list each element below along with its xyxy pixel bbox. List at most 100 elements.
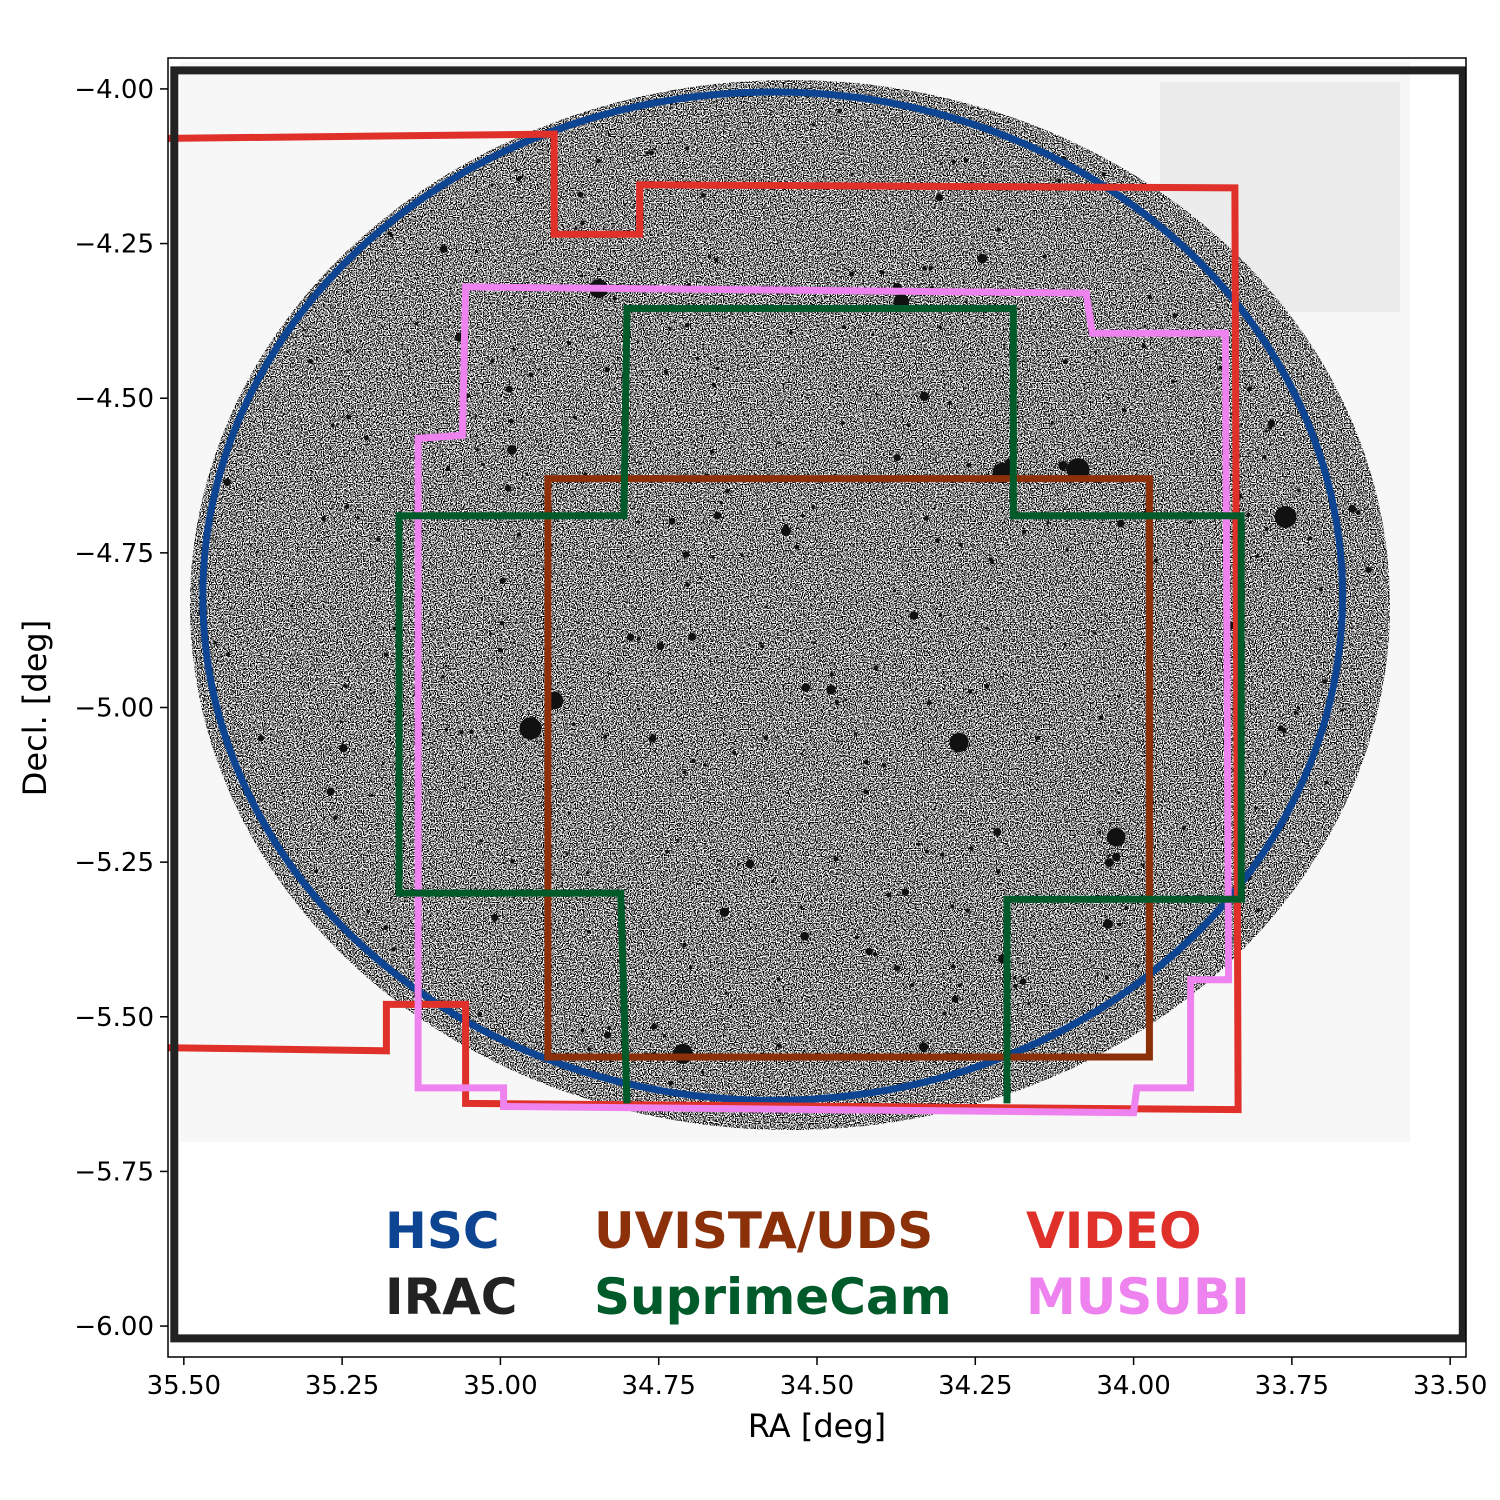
star	[682, 551, 690, 558]
star	[604, 367, 610, 373]
star	[919, 391, 929, 401]
star	[226, 652, 231, 657]
legend-entry-hsc: HSC	[385, 1202, 500, 1260]
footprint-uvista-uds	[544, 475, 1153, 1061]
star	[740, 553, 744, 557]
star	[289, 850, 292, 852]
star	[356, 515, 360, 520]
star	[1093, 631, 1097, 635]
star	[1186, 544, 1189, 547]
star	[924, 515, 929, 521]
star	[688, 632, 697, 641]
star	[382, 762, 385, 765]
star	[1107, 861, 1111, 865]
star	[1063, 643, 1067, 646]
star	[1294, 724, 1297, 727]
star	[213, 641, 218, 645]
legend-entry-video: VIDEO	[1026, 1202, 1201, 1260]
star	[1248, 374, 1251, 377]
star	[528, 372, 533, 377]
star	[1102, 922, 1108, 927]
star	[714, 257, 719, 263]
star	[701, 1070, 705, 1075]
star	[1117, 922, 1122, 927]
star	[724, 991, 728, 995]
star	[1057, 178, 1062, 183]
star	[776, 1043, 781, 1048]
star	[491, 913, 499, 922]
star	[1141, 863, 1145, 867]
x-tick-label: 33.50	[1413, 1371, 1487, 1401]
star	[1136, 964, 1140, 968]
star	[938, 325, 942, 330]
star	[1264, 429, 1268, 433]
y-tick-label: −5.50	[74, 1003, 154, 1033]
star	[988, 557, 993, 562]
star	[1147, 294, 1152, 300]
footprint-hsc	[199, 88, 1347, 1104]
star	[1198, 671, 1202, 675]
star	[1058, 461, 1068, 471]
star	[965, 908, 970, 913]
star	[503, 862, 506, 865]
star	[893, 965, 901, 972]
star	[321, 516, 326, 522]
y-tick-label: −6.00	[74, 1312, 154, 1342]
star	[577, 621, 580, 625]
star	[1118, 694, 1121, 698]
star	[1053, 466, 1055, 469]
star	[444, 664, 448, 668]
star	[950, 964, 956, 969]
star	[710, 449, 715, 454]
star	[626, 554, 630, 558]
star	[383, 652, 389, 658]
star	[486, 692, 490, 695]
star	[345, 350, 350, 354]
star	[330, 423, 335, 428]
star	[909, 611, 919, 620]
star	[893, 454, 901, 462]
star	[834, 700, 839, 705]
star	[392, 626, 397, 631]
y-tick-label: −4.75	[74, 539, 154, 569]
star	[333, 815, 338, 820]
star	[499, 620, 505, 626]
star	[588, 564, 591, 568]
star	[1021, 529, 1027, 534]
star	[1143, 324, 1147, 328]
star	[713, 512, 722, 520]
star	[760, 644, 764, 649]
star	[786, 791, 789, 794]
star	[474, 414, 478, 418]
star	[1062, 359, 1068, 365]
star	[700, 434, 704, 438]
star	[1141, 343, 1146, 349]
star-field-image	[180, 62, 1410, 1142]
x-tick-label: 35.25	[305, 1371, 379, 1401]
star	[1324, 780, 1329, 785]
star	[801, 683, 811, 692]
star	[1277, 725, 1284, 732]
star	[607, 1025, 612, 1031]
star	[1322, 679, 1327, 684]
star	[475, 448, 480, 452]
x-tick-label: 35.50	[147, 1371, 221, 1401]
star	[1106, 827, 1126, 847]
star	[826, 685, 836, 695]
star	[939, 162, 943, 166]
star	[1153, 558, 1158, 563]
star	[771, 879, 775, 883]
star	[490, 359, 495, 364]
star	[469, 729, 474, 735]
star	[651, 1023, 658, 1030]
star	[850, 172, 854, 176]
star	[1256, 908, 1260, 913]
star	[799, 905, 804, 909]
star	[662, 1034, 667, 1038]
star	[926, 700, 932, 706]
star	[880, 270, 885, 275]
star	[737, 863, 740, 866]
star	[796, 326, 799, 329]
star	[1112, 852, 1121, 862]
star	[673, 1050, 676, 1053]
